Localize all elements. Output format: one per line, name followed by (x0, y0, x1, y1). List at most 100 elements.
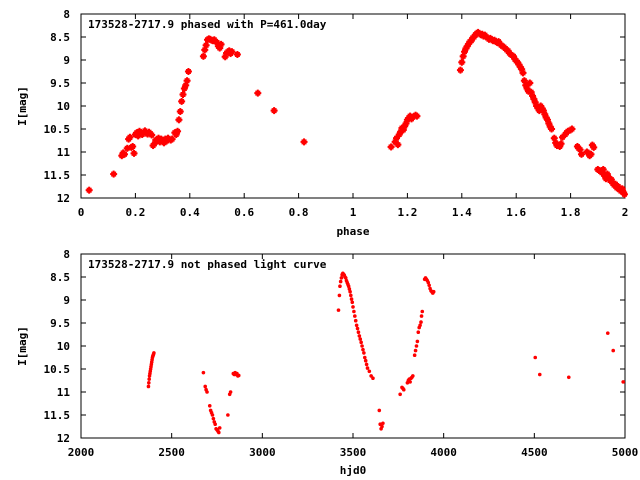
phased-data-point (118, 152, 126, 160)
unphased-x-tick-label: 3500 (340, 446, 367, 459)
phased-data-point (509, 52, 517, 60)
phased-data-point (558, 133, 566, 141)
phased-data-point (522, 81, 530, 89)
unphased-data-point (380, 424, 384, 429)
phased-data-point (180, 85, 188, 93)
unphased-data-point (431, 289, 436, 294)
unphased-data-point (355, 326, 360, 331)
phased-data-point (399, 126, 407, 134)
phased-y-tick-label: 10.5 (44, 123, 71, 136)
phased-data-point (526, 79, 534, 87)
phased-x-ticks: 0 0.2 0.4 0.6 0.8 1 1.2 1.4 1.6 1.8 2 (78, 14, 629, 219)
phased-data-point (133, 129, 141, 137)
phased-data-point (603, 170, 611, 178)
unphased-data-point (414, 344, 419, 348)
unphased-data-point (361, 347, 365, 352)
phased-data-point (530, 95, 538, 103)
unphased-data-point (605, 331, 610, 335)
phased-data-point (184, 68, 192, 75)
phased-data-point (531, 98, 539, 106)
phased-x-tick-label: 0 (78, 206, 85, 219)
phased-data-point (401, 122, 409, 130)
phased-data-point (391, 138, 399, 146)
phased-x-tick-label: 2 (622, 206, 629, 219)
unphased-data-point (365, 366, 370, 370)
phased-y-tick-label: 9.5 (50, 77, 70, 90)
phased-data-point (202, 41, 210, 49)
phased-data-point (164, 134, 172, 142)
phased-data-point (523, 85, 531, 93)
phased-data-point (618, 185, 626, 193)
phased-data-point (300, 138, 308, 146)
phased-y-tick-label: 8.5 (50, 31, 70, 44)
phased-data-point (172, 131, 180, 139)
unphased-data-point (347, 287, 352, 291)
unphased-data-point (398, 392, 402, 397)
unphased-data-point (336, 308, 341, 312)
unphased-data-point (364, 362, 369, 367)
phased-data-point (254, 89, 262, 97)
phased-data-point (590, 143, 598, 151)
unphased-data-point (217, 430, 221, 435)
phased-data-point (134, 132, 142, 140)
unphased-data-point (357, 334, 362, 338)
phased-chart-title: 173528-2717.9 phased with P=461.0day (88, 18, 327, 31)
phased-data-point (199, 52, 207, 60)
unphased-data-point (147, 381, 151, 385)
phased-data-point (413, 112, 421, 120)
phased-data-point (584, 149, 592, 157)
phased-panel: 8 8.5 9 9.5 10 10.5 11 11.5 12 0 0.2 0.4 0.6 0.8 1 1.2… (16, 8, 628, 238)
unphased-x-tick-label: 5000 (612, 446, 639, 459)
phased-x-tick-label: 1 (350, 206, 357, 219)
unphased-data-point (213, 422, 217, 427)
phased-data-point (541, 110, 549, 118)
unphased-data-point (377, 408, 382, 413)
unphased-data-point (408, 380, 412, 384)
unphased-y-tick-label: 10 (57, 340, 70, 353)
phased-data-point (456, 66, 464, 74)
phased-data-point (176, 108, 184, 116)
phased-data-point (178, 97, 186, 105)
unphased-data-point (358, 337, 363, 341)
phased-data-point (163, 137, 171, 145)
phased-data-point (548, 125, 556, 133)
unphased-data-point (228, 390, 233, 394)
phased-data-point (168, 135, 176, 143)
unphased-x-tick-label: 3000 (249, 446, 276, 459)
phased-data-point (402, 119, 410, 127)
unphased-data-point (566, 375, 571, 380)
phased-data-point (587, 150, 595, 158)
unphased-data-point (362, 351, 366, 355)
phased-data-point (556, 142, 564, 150)
unphased-y-tick-label: 11 (57, 386, 71, 399)
phased-data-point (577, 150, 585, 158)
unphased-x-tick-label: 4500 (521, 446, 548, 459)
phased-data-point (129, 142, 137, 150)
unphased-data-point (350, 300, 355, 305)
phased-data-point (213, 39, 221, 47)
phased-data-point (520, 77, 528, 85)
phased-y-tick-label: 8 (63, 8, 70, 21)
phased-data-point (543, 116, 551, 124)
phased-data-point (602, 175, 610, 183)
phased-data-point (539, 107, 547, 115)
phased-y-tick-label: 12 (57, 192, 70, 205)
phased-data-point (123, 144, 131, 152)
phased-data-point (130, 149, 138, 157)
phased-data-point (126, 133, 134, 141)
phased-data-point (156, 138, 164, 146)
unphased-data-point (371, 376, 375, 381)
phased-data-point (458, 58, 466, 66)
phased-data-point (233, 50, 241, 58)
unphased-data-point (207, 404, 212, 408)
phased-data-point (221, 53, 229, 61)
phased-x-tick-label: 1.8 (561, 206, 581, 219)
unphased-data-point (147, 377, 151, 381)
phased-data-point (217, 40, 225, 48)
unphased-data-point (349, 297, 354, 301)
phased-data-point (110, 170, 118, 178)
phased-data-point (564, 127, 572, 135)
unphased-data-point (339, 276, 344, 280)
unphased-x-axis-label: hjd0 (340, 464, 367, 477)
